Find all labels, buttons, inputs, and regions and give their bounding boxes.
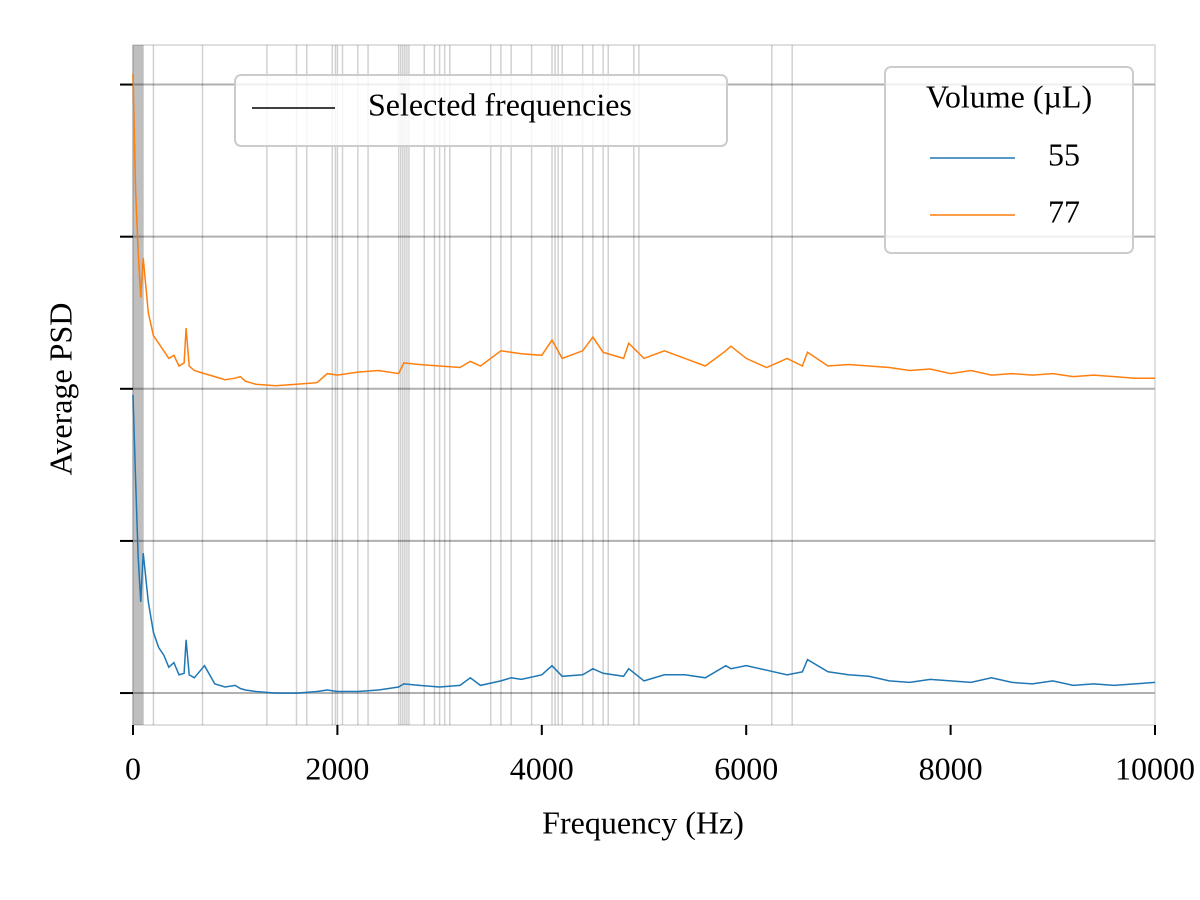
x-tick-label: 10000 xyxy=(1115,750,1195,786)
legend-box xyxy=(234,74,728,147)
plot-frame xyxy=(132,44,1156,726)
series-line xyxy=(132,73,1155,387)
y-axis-label: Average PSD xyxy=(42,303,78,476)
x-axis-label: Frequency (Hz) xyxy=(542,804,744,840)
legend-box xyxy=(884,66,1134,254)
legend-label: 55 xyxy=(1048,136,1080,172)
legend-label: 77 xyxy=(1048,193,1080,229)
legend-label: Selected frequencies xyxy=(368,86,632,122)
series-line xyxy=(132,394,1156,694)
x-tick-label: 0 xyxy=(125,750,141,786)
x-tick-label: 6000 xyxy=(714,750,778,786)
legend-title: Volume (µL) xyxy=(926,78,1092,114)
x-tick-label: 4000 xyxy=(510,750,574,786)
x-tick-label: 2000 xyxy=(305,750,369,786)
x-tick-label: 8000 xyxy=(919,750,983,786)
